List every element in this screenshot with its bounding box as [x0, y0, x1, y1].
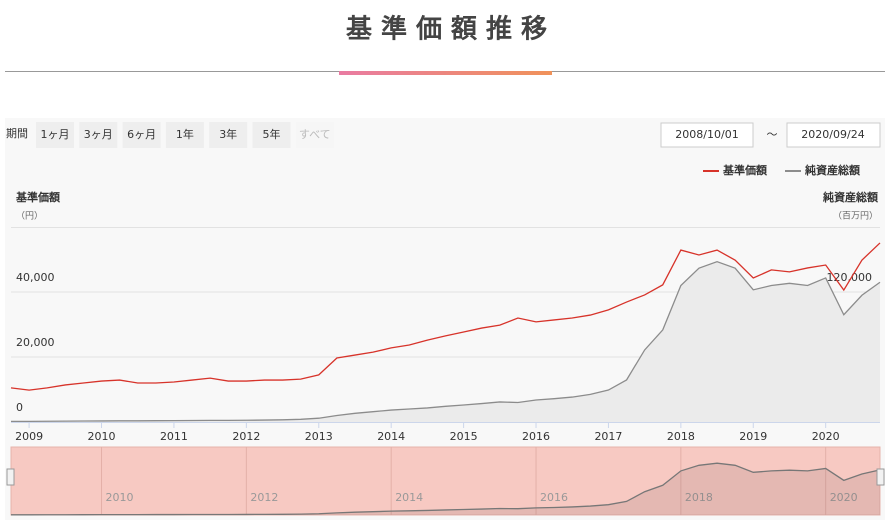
date-separator: 〜 [767, 128, 778, 141]
navigator-band [10, 446, 881, 516]
date-from-input[interactable] [660, 122, 754, 148]
legend-label: 基準価額 [722, 163, 768, 177]
y-axis-title: 基準価額 [15, 190, 61, 204]
date-to[interactable]: 2020/09/24 [801, 128, 864, 141]
navigator-tick-label: 2016 [540, 491, 568, 504]
x-tick-label: 2019 [739, 430, 767, 443]
series-line [10, 260, 881, 423]
navigator-handle-right[interactable] [876, 468, 885, 486]
x-tick-label: 2011 [160, 430, 188, 443]
y2-axis-title: 純資産総額 [822, 190, 879, 204]
navigator-tick-label: 2014 [395, 491, 423, 504]
period-button[interactable]: 3ヶ月 [79, 122, 118, 148]
period-button[interactable]: 5年 [252, 122, 291, 148]
date-from-box[interactable]: 2008/10/01 [660, 122, 754, 148]
period-button-bg[interactable] [252, 122, 291, 148]
navigator-tick-label: 2018 [685, 491, 713, 504]
period-button-label[interactable]: 3年 [219, 127, 237, 141]
navigator-tick-label: 2020 [830, 491, 858, 504]
navigator-handle-left[interactable] [6, 468, 15, 486]
period-button[interactable]: 6ヶ月 [122, 122, 161, 148]
period-button-bg[interactable] [165, 122, 204, 148]
y-axis-unit: （円） [16, 211, 43, 222]
x-tick-label: 2013 [305, 430, 333, 443]
date-to-box[interactable]: 2020/09/24 [786, 122, 881, 148]
period-button-bg[interactable] [36, 122, 74, 148]
x-tick-label: 2009 [15, 430, 43, 443]
period-button-label[interactable]: すべて [299, 128, 331, 141]
period-buttons: 1ヶ月 3ヶ月 6ヶ月 1年 3年 5年 すべて [36, 122, 334, 148]
x-tick-label: 2020 [812, 430, 840, 443]
x-tick-label: 2010 [88, 430, 116, 443]
date-from[interactable]: 2008/10/01 [675, 128, 738, 141]
navigator-series-line [10, 462, 881, 516]
period-button[interactable]: 3年 [209, 122, 248, 148]
plot-area: 020,00040,000060,000120,0002009201020112… [10, 242, 881, 443]
period-button-label[interactable]: 6ヶ月 [127, 128, 156, 141]
page-title: 基準価額推移 [346, 14, 556, 45]
period-label: 期間 [6, 127, 28, 140]
period-button[interactable]: 1年 [165, 122, 204, 148]
period-button[interactable]: 1ヶ月 [36, 122, 74, 148]
period-button-label[interactable]: 1ヶ月 [41, 128, 70, 141]
legend-label: 純資産総額 [804, 163, 861, 177]
x-tick-label: 2014 [377, 430, 405, 443]
series-line [10, 242, 881, 391]
period-button-label[interactable]: 1年 [176, 127, 194, 141]
title-accent [339, 71, 552, 75]
x-tick-label: 2016 [522, 430, 550, 443]
x-tick-label: 2018 [667, 430, 695, 443]
period-button-bg[interactable] [79, 122, 118, 148]
period-button-bg[interactable] [122, 122, 161, 148]
y-tick-label: 40,000 [16, 271, 55, 284]
x-tick-label: 2015 [450, 430, 478, 443]
x-tick-label: 2012 [232, 430, 260, 443]
period-button[interactable]: すべて [295, 122, 334, 148]
x-tick-label: 2017 [594, 430, 622, 443]
navigator-series-area [11, 463, 880, 515]
period-button-bg[interactable] [295, 122, 334, 148]
legend: 基準価額 純資産総額 [703, 163, 861, 177]
navigator: 2010 2012 2014 2016 2018 2020 [10, 447, 881, 516]
date-to-input[interactable] [786, 122, 881, 148]
period-button-label[interactable]: 3ヶ月 [84, 128, 113, 141]
period-button-bg[interactable] [209, 122, 248, 148]
y-tick-label: 20,000 [16, 336, 55, 349]
series-area [11, 261, 880, 422]
period-button-label[interactable]: 5年 [263, 127, 281, 141]
y2-axis-unit: （百万円） [833, 211, 878, 222]
y2-tick-label: 120,000 [827, 271, 873, 284]
y-tick-label: 0 [16, 401, 23, 414]
navigator-tick-label: 2010 [106, 491, 134, 504]
navigator-tick-label: 2012 [250, 491, 278, 504]
